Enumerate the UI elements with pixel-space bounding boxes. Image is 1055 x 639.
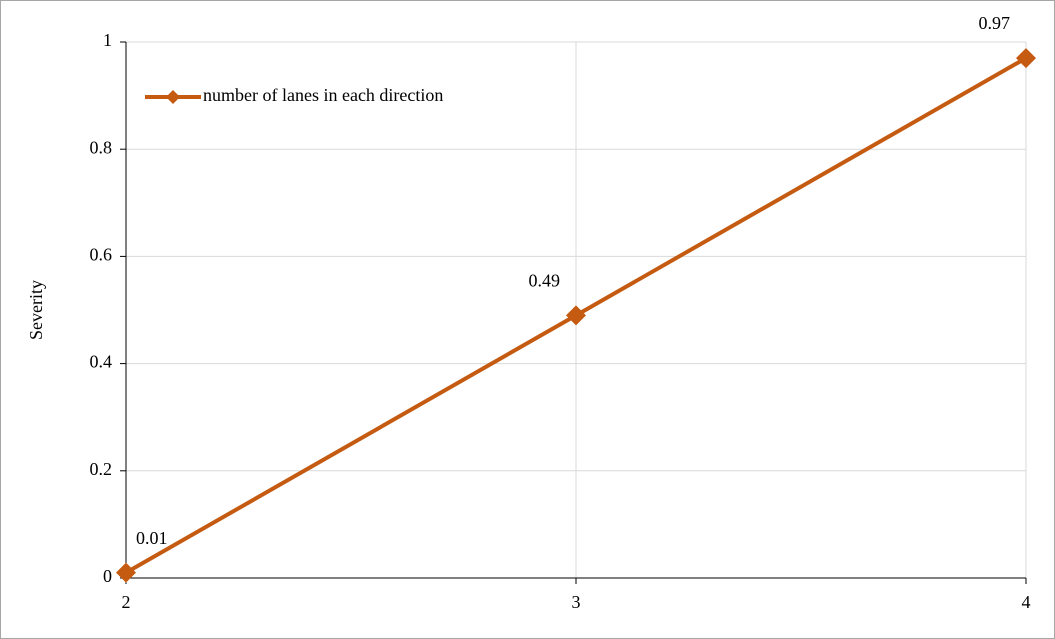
y-tick-label: 0.8	[90, 137, 113, 157]
y-tick-label: 0	[103, 566, 112, 586]
y-tick-label: 0.4	[90, 352, 113, 372]
marker	[116, 562, 136, 583]
data-label: 0.49	[529, 270, 561, 290]
x-tick-label: 4	[1022, 592, 1031, 612]
y-tick-label: 0.6	[90, 245, 113, 265]
legend-marker	[166, 90, 180, 104]
legend-label: number of lanes in each direction	[203, 85, 443, 105]
y-tick-label: 1	[103, 30, 112, 50]
y-tick-label: 0.2	[90, 459, 113, 479]
y-axis-label: Severity	[26, 280, 46, 340]
marker	[1016, 48, 1036, 69]
x-tick-label: 3	[572, 592, 581, 612]
data-label: 0.97	[979, 13, 1011, 33]
marker	[566, 305, 586, 326]
data-label: 0.01	[136, 528, 168, 548]
x-tick-label: 2	[122, 592, 131, 612]
